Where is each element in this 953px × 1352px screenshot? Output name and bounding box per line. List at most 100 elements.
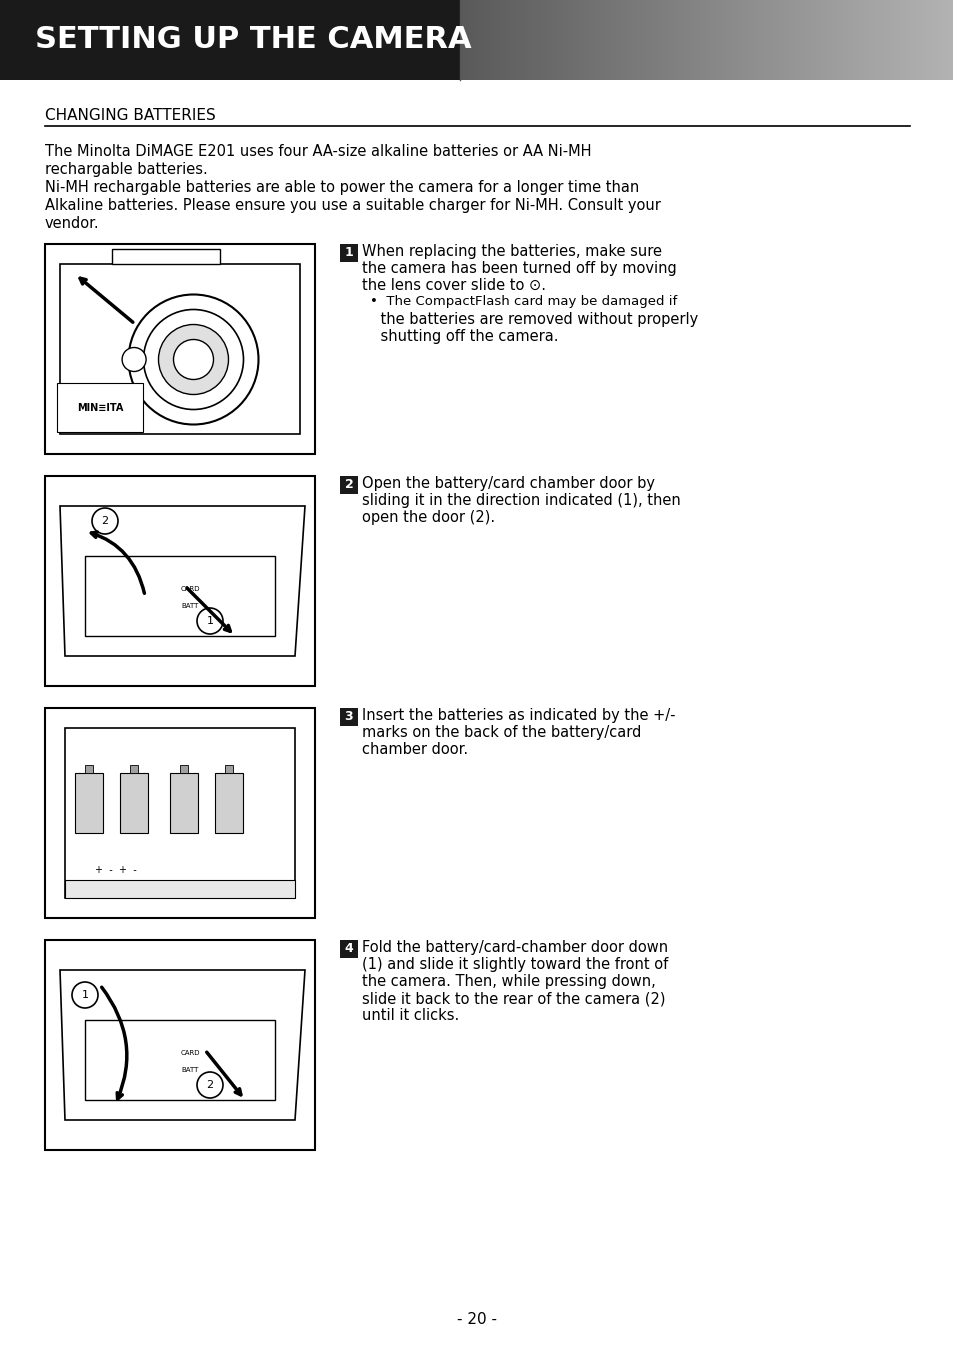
- Bar: [474, 0, 475, 80]
- Bar: [862, 0, 863, 80]
- Bar: [917, 0, 918, 80]
- Bar: [752, 0, 753, 80]
- Bar: [636, 0, 637, 80]
- Bar: [784, 0, 785, 80]
- Bar: [599, 0, 600, 80]
- Bar: [823, 0, 824, 80]
- Text: MIN≡ITA: MIN≡ITA: [77, 403, 123, 412]
- Bar: [522, 0, 523, 80]
- Bar: [606, 0, 607, 80]
- Bar: [717, 0, 718, 80]
- Bar: [120, 773, 148, 833]
- Bar: [559, 0, 560, 80]
- Bar: [929, 0, 930, 80]
- Bar: [785, 0, 786, 80]
- Bar: [692, 0, 693, 80]
- Bar: [679, 0, 680, 80]
- Bar: [907, 0, 908, 80]
- Bar: [882, 0, 883, 80]
- Bar: [909, 0, 910, 80]
- Bar: [654, 0, 655, 80]
- Bar: [942, 0, 943, 80]
- Bar: [835, 0, 836, 80]
- Bar: [640, 0, 641, 80]
- Bar: [463, 0, 464, 80]
- Bar: [739, 0, 740, 80]
- Bar: [766, 0, 767, 80]
- Bar: [473, 0, 474, 80]
- Bar: [779, 0, 780, 80]
- Bar: [652, 0, 654, 80]
- Bar: [714, 0, 716, 80]
- Bar: [790, 0, 791, 80]
- Bar: [534, 0, 535, 80]
- Bar: [499, 0, 500, 80]
- Bar: [813, 0, 814, 80]
- Bar: [775, 0, 776, 80]
- Bar: [794, 0, 795, 80]
- Bar: [842, 0, 843, 80]
- Bar: [857, 0, 858, 80]
- Text: open the door (2).: open the door (2).: [361, 510, 495, 525]
- Bar: [465, 0, 467, 80]
- Bar: [741, 0, 742, 80]
- Bar: [891, 0, 892, 80]
- Bar: [676, 0, 677, 80]
- Bar: [582, 0, 583, 80]
- Bar: [703, 0, 704, 80]
- Bar: [584, 0, 585, 80]
- Bar: [696, 0, 697, 80]
- Bar: [573, 0, 574, 80]
- Bar: [923, 0, 924, 80]
- Bar: [668, 0, 669, 80]
- Bar: [507, 0, 509, 80]
- Bar: [796, 0, 797, 80]
- Bar: [461, 0, 462, 80]
- Bar: [817, 0, 818, 80]
- Bar: [589, 0, 590, 80]
- Bar: [731, 0, 732, 80]
- Bar: [339, 243, 357, 262]
- Bar: [502, 0, 503, 80]
- Bar: [884, 0, 885, 80]
- Bar: [576, 0, 577, 80]
- Bar: [648, 0, 649, 80]
- Bar: [723, 0, 724, 80]
- Bar: [594, 0, 595, 80]
- Bar: [689, 0, 690, 80]
- Bar: [719, 0, 720, 80]
- Bar: [705, 0, 706, 80]
- Bar: [665, 0, 666, 80]
- Bar: [575, 0, 576, 80]
- Bar: [892, 0, 893, 80]
- Bar: [603, 0, 604, 80]
- Bar: [898, 0, 899, 80]
- Bar: [895, 0, 896, 80]
- Bar: [899, 0, 900, 80]
- Text: (1) and slide it slightly toward the front of: (1) and slide it slightly toward the fro…: [361, 957, 667, 972]
- Bar: [557, 0, 558, 80]
- Bar: [533, 0, 534, 80]
- Bar: [552, 0, 553, 80]
- Bar: [526, 0, 527, 80]
- Bar: [572, 0, 573, 80]
- Bar: [827, 0, 828, 80]
- Bar: [45, 708, 314, 918]
- Bar: [614, 0, 615, 80]
- Bar: [596, 0, 597, 80]
- Bar: [556, 0, 557, 80]
- Text: - 20 -: - 20 -: [456, 1311, 497, 1328]
- Bar: [856, 0, 857, 80]
- Bar: [852, 0, 853, 80]
- Bar: [515, 0, 516, 80]
- Bar: [505, 0, 506, 80]
- Bar: [809, 0, 810, 80]
- Bar: [650, 0, 651, 80]
- Bar: [788, 0, 789, 80]
- Bar: [537, 0, 538, 80]
- Bar: [720, 0, 721, 80]
- Bar: [531, 0, 532, 80]
- Bar: [928, 0, 929, 80]
- Bar: [488, 0, 489, 80]
- Bar: [936, 0, 937, 80]
